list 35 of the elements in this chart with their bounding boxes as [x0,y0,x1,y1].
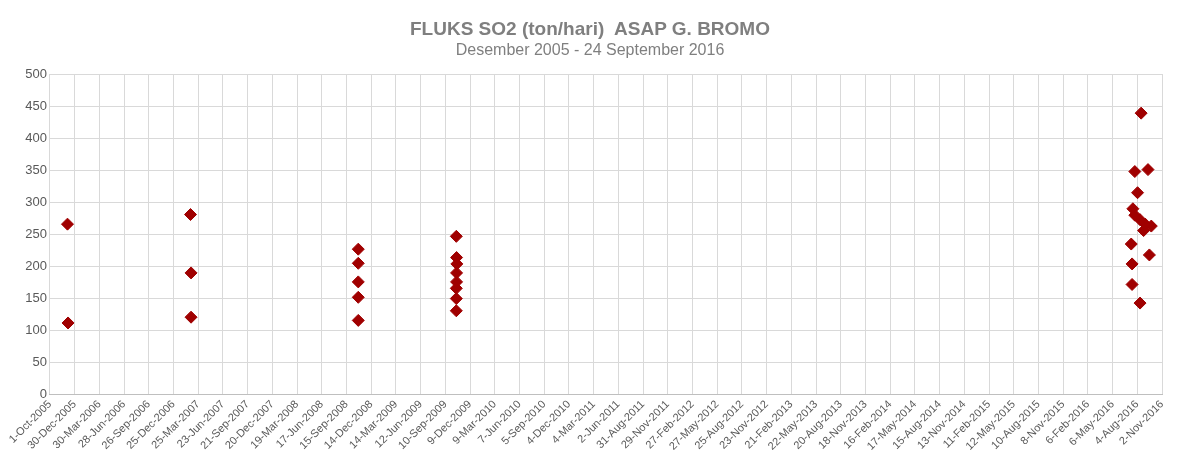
y-tick-label: 150 [25,290,47,306]
point [351,290,365,304]
y-tick-label: 300 [25,193,47,209]
point [184,266,198,280]
point [449,229,463,243]
point [351,242,365,256]
point [1124,237,1138,251]
point [351,313,365,327]
y-tick-label: 500 [25,65,47,81]
point [1128,165,1142,179]
point [1141,163,1155,177]
point [1131,186,1145,200]
point [184,208,197,222]
y-tick-label: 450 [25,97,47,113]
chart-subtitle: Desember 2005 - 24 September 2016 [455,40,725,58]
point [184,310,198,324]
chart-title: FLUKS SO2 (ton/hari) ASAP G. BROMO [410,17,770,39]
point [1134,106,1148,120]
point [1133,296,1147,310]
point [61,316,75,330]
y-tick-label: 350 [25,161,47,177]
point [449,292,463,306]
y-tick-label: 250 [25,226,47,241]
y-tick-label: 200 [25,258,47,274]
point [1142,248,1156,262]
point [1125,277,1139,291]
y-tick-label: 100 [25,322,47,338]
point [351,275,365,289]
point [1125,257,1139,271]
y-tick-label: 50 [32,354,47,370]
point [60,217,74,231]
point [351,256,365,270]
point [449,304,463,318]
y-tick-label: 400 [25,129,47,145]
point [1137,224,1151,238]
